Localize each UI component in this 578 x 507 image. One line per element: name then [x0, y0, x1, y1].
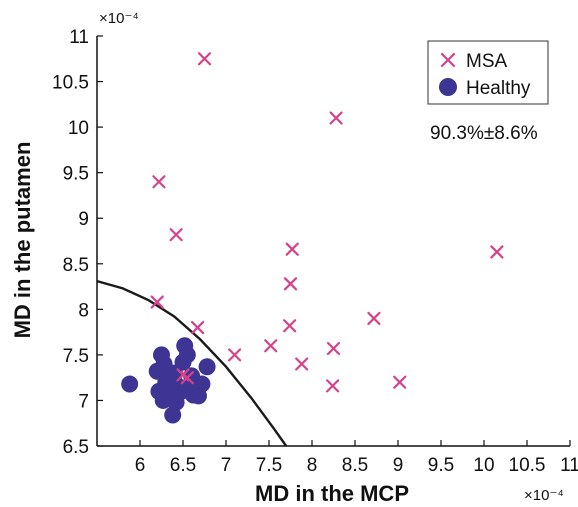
y-tick-label: 6.5: [63, 437, 89, 458]
x-tick-label: 8: [307, 455, 318, 476]
msa-point: [295, 357, 309, 371]
msa-point: [197, 52, 212, 66]
msa-point: [367, 311, 381, 326]
msa-point: [283, 277, 298, 291]
msa-point: [169, 228, 183, 242]
decision-boundary-layer: [96, 279, 288, 447]
msa-point: [393, 375, 407, 389]
x-axis-title: MD in the MCP: [255, 481, 409, 506]
healthy-point: [193, 375, 211, 393]
msa-point: [283, 319, 297, 333]
y-tick-label: 11: [69, 27, 89, 48]
tick-labels-layer: 6 6.5 7 7.5 8 8.5 9 9.5 10 10.5 11 6.5 7 7.5 8 8.5 9 9.5 1…: [52, 27, 578, 476]
legend: MSA Healthy: [427, 40, 549, 105]
x-tick-label: 10.5: [509, 455, 546, 476]
healthy-point: [178, 346, 196, 364]
y-tick-label: 9: [78, 209, 89, 230]
y-tick-label: 7.5: [63, 346, 89, 367]
msa-point: [285, 242, 299, 256]
msa-point: [191, 320, 205, 335]
data-points-layer: [121, 52, 504, 424]
x-tick-label: 6: [135, 455, 146, 476]
healthy-point: [198, 358, 216, 376]
y-tick-label: 10: [68, 118, 89, 139]
msa-point: [152, 175, 166, 189]
x-tick-label: 7.5: [256, 455, 282, 476]
x-tick-label: 11: [560, 455, 578, 476]
axes: [96, 35, 571, 447]
msa-point: [228, 348, 242, 362]
msa-point: [326, 379, 340, 393]
healthy-point: [164, 406, 182, 424]
msa-point: [490, 245, 504, 259]
legend-msa-marker: [440, 52, 456, 68]
msa-point: [150, 295, 164, 309]
healthy-point: [121, 375, 139, 393]
msa-point: [326, 341, 341, 356]
y-axis-exponent-label: ×10⁻⁴: [99, 10, 139, 27]
legend-healthy-label: Healthy: [466, 78, 531, 99]
legend-msa-label: MSA: [466, 51, 508, 72]
msa-point: [264, 339, 278, 353]
y-tick-label: 10.5: [52, 73, 89, 94]
decision-boundary-curve: [96, 279, 288, 447]
msa-point: [180, 371, 194, 385]
x-tick-label: 8.5: [342, 455, 368, 476]
x-axis-exponent-label: ×10⁻⁴: [524, 487, 564, 504]
y-tick-label: 9.5: [63, 164, 89, 185]
legend-healthy-marker: [439, 78, 457, 96]
y-axis-title: MD in the putamen: [10, 142, 35, 339]
y-tick-label: 8: [78, 300, 89, 321]
x-tick-label: 7: [221, 455, 232, 476]
healthy-point: [154, 391, 172, 409]
msa-point: [329, 111, 343, 125]
accuracy-annotation: 90.3%±8.6%: [430, 123, 538, 144]
y-tick-label: 7: [78, 391, 89, 412]
x-tick-label: 6.5: [170, 455, 196, 476]
x-tick-label: 10: [473, 455, 494, 476]
y-tick-label: 8.5: [63, 255, 89, 276]
x-tick-label: 9: [393, 455, 404, 476]
x-tick-label: 9.5: [428, 455, 454, 476]
